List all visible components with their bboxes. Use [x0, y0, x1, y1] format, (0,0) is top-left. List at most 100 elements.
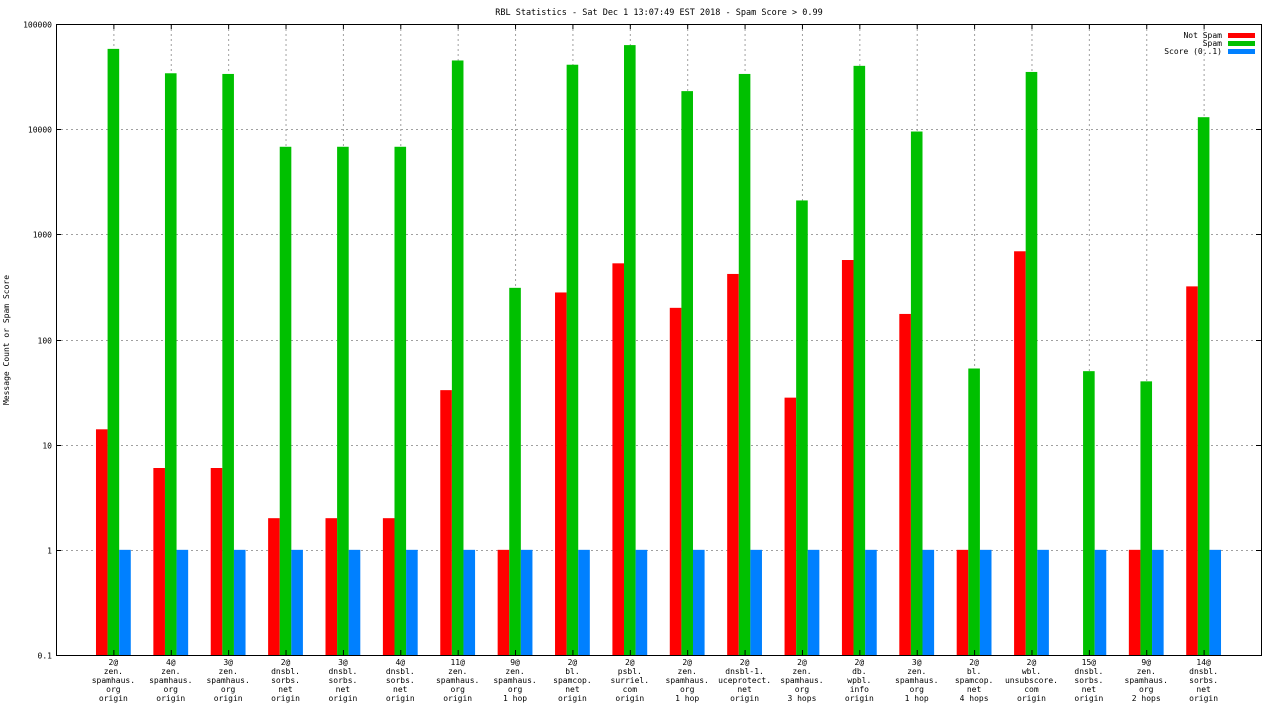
bar-score-0-1 — [692, 549, 705, 655]
x-tick-label-line: spamhaus. — [436, 676, 479, 685]
bar-spam — [910, 131, 923, 655]
bar-score-0-1 — [578, 549, 590, 655]
bar-not-spam — [440, 390, 452, 655]
x-tick-label-line: 2 hops — [1132, 694, 1161, 703]
bar-score-0-1 — [750, 549, 762, 655]
y-tick-label: 1000 — [33, 231, 52, 240]
bar-spam — [107, 48, 120, 655]
x-tick-label: 2@ psbl. surriel. com origin — [611, 658, 650, 703]
x-tick-label-line: spamcop. — [553, 676, 592, 685]
x-tick-label-line: origin — [845, 694, 874, 703]
bar-not-spam — [555, 292, 567, 655]
bar-spam — [624, 45, 636, 656]
bar-score-0-1 — [1037, 549, 1049, 655]
bar-not-spam — [497, 549, 510, 655]
bar-series — [95, 45, 1222, 656]
x-tick-label-line: zen. — [792, 667, 811, 676]
x-tick-label-line: net — [1082, 685, 1097, 694]
x-tick-label-line: 3@ — [338, 658, 348, 667]
x-tick-label-line: info — [850, 685, 869, 694]
x-tick-label: 9@ zen. spamhaus. org 1 hop — [493, 658, 536, 703]
legend-swatch — [1228, 33, 1255, 38]
x-tick-label-line: db. — [852, 667, 866, 676]
x-tick-label-line: org — [795, 685, 810, 694]
x-tick-label-line: spamhaus. — [493, 676, 536, 685]
bar-score-0-1 — [348, 549, 361, 655]
x-tick-label: 4@ zen. spamhaus. org origin — [149, 658, 192, 703]
x-tick-label-line: bl. — [565, 667, 579, 676]
x-tick-label-line: 4@ — [166, 658, 176, 667]
x-tick-label-line: origin — [156, 694, 185, 703]
x-tick-label: 2@ zen. spamhaus. org origin — [92, 658, 135, 703]
bar-not-spam — [325, 518, 338, 655]
y-tick-label: 1 — [47, 547, 52, 556]
x-tick-label-line: origin — [558, 694, 587, 703]
x-tick-label-line: spamhaus. — [1125, 676, 1168, 685]
bar-spam — [509, 287, 521, 655]
bar-spam — [738, 73, 751, 655]
x-tick-label-line: origin — [271, 694, 300, 703]
x-tick-label-line: net — [737, 685, 752, 694]
x-tick-label: 3@ zen. spamhaus. org origin — [206, 658, 249, 703]
bar-not-spam — [899, 313, 911, 655]
bar-not-spam — [727, 273, 739, 655]
x-tick-label-line: org — [1139, 685, 1154, 694]
x-tick-label-line: zen. — [161, 667, 180, 676]
bar-spam — [968, 368, 980, 655]
x-tick-label-line: 2@ — [740, 658, 750, 667]
bar-not-spam — [268, 518, 280, 655]
legend-label: Not Spam — [1183, 31, 1222, 40]
bar-spam — [1197, 117, 1210, 656]
bar-not-spam — [612, 263, 625, 655]
x-tick-label-line: org — [221, 685, 236, 694]
chart-title: RBL Statistics - Sat Dec 1 13:07:49 EST … — [495, 8, 823, 18]
x-tick-label-line: org — [164, 685, 179, 694]
bar-spam — [853, 65, 866, 656]
x-tick-label-line: 3 hops — [787, 694, 816, 703]
x-tick-label-line: spamhaus. — [149, 676, 192, 685]
x-tick-label-line: spamhaus. — [206, 676, 249, 685]
x-tick-label-line: spamhaus. — [895, 676, 938, 685]
x-tick-label-line: origin — [328, 694, 357, 703]
bar-score-0-1 — [233, 549, 246, 655]
x-tick-label-line: psbl. — [618, 667, 642, 676]
x-tick-label-line: 9@ — [1141, 658, 1151, 667]
x-tick-label-line: 9@ — [510, 658, 520, 667]
bar-score-0-1 — [1209, 549, 1222, 655]
x-tick-label-line: origin — [1074, 694, 1103, 703]
x-tick-label-line: zen. — [104, 667, 123, 676]
x-tick-label-line: origin — [99, 694, 128, 703]
x-tick-label: 2@ db. wpbl. info origin — [845, 658, 874, 703]
bar-score-0-1 — [406, 549, 418, 655]
x-tick-label-line: com — [623, 685, 638, 694]
bar-score-0-1 — [520, 549, 533, 655]
x-tick-label: 15@ dnsbl. sorbs. net origin — [1074, 658, 1103, 703]
bar-not-spam — [382, 518, 395, 655]
bar-score-0-1 — [635, 549, 648, 655]
x-tick-label-line: net — [336, 685, 351, 694]
x-tick-label-line: zen. — [219, 667, 238, 676]
x-tick-label: 3@ dnsbl. sorbs. net origin — [328, 658, 357, 703]
legend-swatch — [1228, 41, 1255, 46]
bar-not-spam — [153, 468, 165, 655]
bar-not-spam — [1014, 251, 1026, 655]
x-tick-label-line: sorbs. — [386, 676, 415, 685]
x-tick-label-line: com — [1024, 685, 1039, 694]
x-tick-label-line: origin — [615, 694, 644, 703]
x-tick-label-line: zen. — [448, 667, 467, 676]
bar-score-0-1 — [1094, 549, 1107, 655]
x-tick-label-line: 2@ — [969, 658, 979, 667]
bar-score-0-1 — [119, 549, 131, 655]
x-tick-label-line: 2@ — [682, 658, 692, 667]
x-tick-label-line: bl. — [967, 667, 981, 676]
bar-score-0-1 — [176, 549, 189, 655]
bar-not-spam — [1186, 286, 1198, 655]
bar-score-0-1 — [979, 549, 992, 655]
x-tick-label-line: spamhaus. — [780, 676, 823, 685]
bar-spam — [566, 64, 579, 656]
bar-not-spam — [784, 397, 797, 655]
x-tick-label-line: 3@ — [912, 658, 922, 667]
x-tick-label-line: 2@ — [1027, 658, 1037, 667]
bar-score-0-1 — [807, 549, 820, 655]
